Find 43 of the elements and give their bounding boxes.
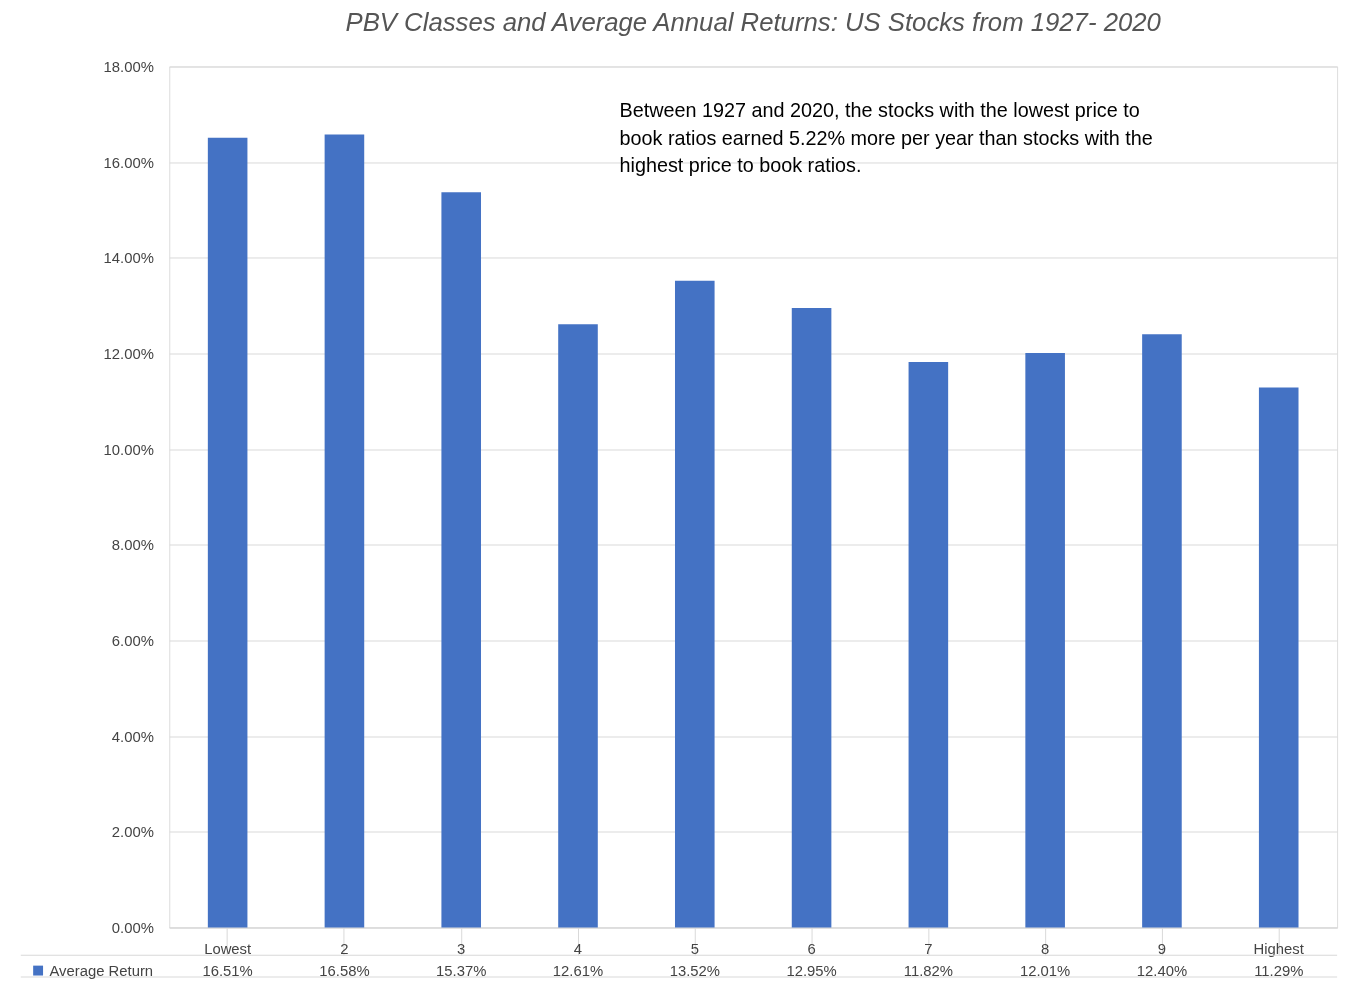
bar	[908, 362, 949, 928]
bar	[1258, 387, 1299, 928]
chart-title: PBV Classes and Average Annual Returns: US Stocks from 1927- 2020	[345, 7, 1162, 36]
data-label: 11.82%	[903, 963, 953, 980]
y-tick-label: 2.00%	[111, 824, 154, 841]
y-tick-label: 12.00%	[103, 345, 154, 362]
y-tick-label: 10.00%	[103, 441, 154, 458]
data-label: 12.01%	[1020, 963, 1071, 980]
x-tick-label: 2	[340, 940, 349, 957]
bar	[441, 192, 481, 928]
bar	[324, 134, 365, 928]
bar	[207, 137, 248, 928]
x-tick-label: 4	[573, 940, 583, 957]
bar	[1142, 334, 1182, 928]
bar	[558, 324, 598, 928]
bar	[1025, 353, 1065, 928]
y-tick-label: 14.00%	[103, 250, 154, 267]
data-label: 12.61%	[552, 963, 604, 980]
annotation: Between 1927 and 2020, the stocks with the lowest price to book ratios earned 5.22% more per year than stocks with the highest price to book ratios.	[619, 98, 1153, 177]
x-tick-label: 3	[457, 940, 466, 957]
x-tick-label: 7	[924, 940, 933, 957]
x-tick-label: 5	[690, 940, 699, 957]
bar	[674, 280, 715, 928]
y-tick-label: 18.00%	[103, 58, 154, 75]
legend-label: Average Return	[49, 962, 154, 979]
x-tick-label: Highest	[1253, 940, 1305, 957]
y-tick-label: 0.00%	[111, 919, 154, 936]
x-tick-label: 9	[1157, 940, 1167, 957]
data-label: 11.29%	[1254, 963, 1304, 980]
x-tick-label: Lowest	[204, 940, 253, 957]
data-label: 12.95%	[786, 963, 837, 980]
bar	[791, 308, 832, 928]
x-tick-label: 6	[807, 940, 816, 957]
data-label: 16.51%	[202, 963, 253, 980]
y-tick-label: 8.00%	[111, 537, 154, 554]
data-label: 12.40%	[1136, 963, 1188, 980]
data-label: 15.37%	[436, 963, 487, 980]
y-tick-label: 6.00%	[111, 632, 154, 649]
x-tick-label: 8	[1041, 940, 1050, 957]
data-label: 16.58%	[319, 963, 370, 980]
y-tick-label: 16.00%	[103, 154, 154, 171]
y-tick-label: 4.00%	[111, 728, 154, 745]
data-label: 13.52%	[669, 963, 720, 980]
